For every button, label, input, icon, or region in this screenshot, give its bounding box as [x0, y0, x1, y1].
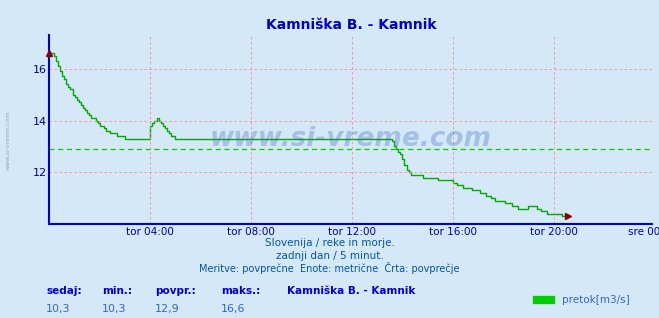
Text: www.si-vreme.com: www.si-vreme.com — [210, 126, 492, 152]
Text: 10,3: 10,3 — [102, 304, 127, 314]
Text: sedaj:: sedaj: — [46, 286, 82, 296]
Text: www.si-vreme.com: www.si-vreme.com — [5, 110, 11, 170]
Text: Meritve: povprečne  Enote: metrične  Črta: povprečje: Meritve: povprečne Enote: metrične Črta:… — [199, 262, 460, 274]
Text: 10,3: 10,3 — [46, 304, 71, 314]
Text: min.:: min.: — [102, 286, 132, 296]
Text: maks.:: maks.: — [221, 286, 260, 296]
Text: 16,6: 16,6 — [221, 304, 245, 314]
Text: Kamniška B. - Kamnik: Kamniška B. - Kamnik — [287, 286, 415, 296]
Text: zadnji dan / 5 minut.: zadnji dan / 5 minut. — [275, 251, 384, 261]
Legend: pretok[m3/s]: pretok[m3/s] — [529, 291, 634, 310]
Text: povpr.:: povpr.: — [155, 286, 196, 296]
Text: 12,9: 12,9 — [155, 304, 180, 314]
Title: Kamniška B. - Kamnik: Kamniška B. - Kamnik — [266, 18, 436, 32]
Text: Slovenija / reke in morje.: Slovenija / reke in morje. — [264, 238, 395, 248]
